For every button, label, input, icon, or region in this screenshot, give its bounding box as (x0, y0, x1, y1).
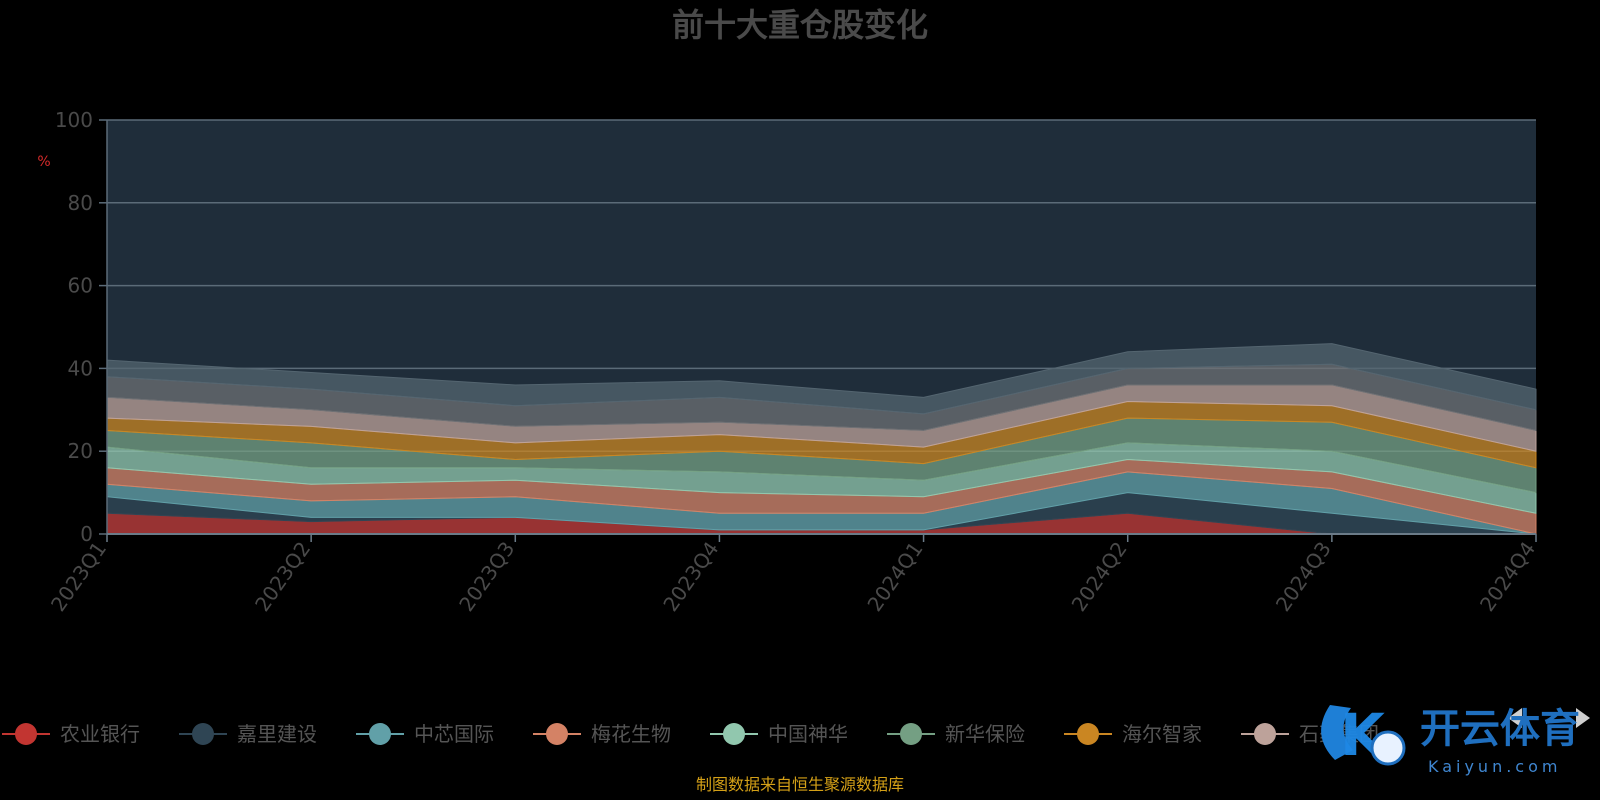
watermark: K 开云体育 Kaiyun.com (1321, 701, 1580, 776)
watermark-ball (1370, 730, 1406, 766)
x-tick-label: 2023Q1 (46, 537, 111, 616)
stacked-areas (106, 343, 1537, 535)
x-axis: 2023Q1 2023Q2 2023Q3 2023Q4 2024Q1 2024Q2 2024… (46, 533, 1540, 616)
x-tick-label: 2023Q4 (658, 537, 723, 616)
area-series (106, 343, 1537, 415)
x-tick-label: 2023Q2 (250, 537, 315, 616)
y-tick-label: 0 (80, 522, 93, 546)
legend-item[interactable]: 嘉里建设 (179, 722, 317, 746)
legend-label: 嘉里建设 (237, 722, 317, 746)
y-tick-label: 100 (55, 108, 93, 132)
legend-label: 中国神华 (768, 722, 848, 746)
legend-label: 中芯国际 (414, 722, 494, 746)
legend: 农业银行嘉里建设中芯国际梅花生物中国神华新华保险海尔智家石药集团 (2, 722, 1379, 746)
triangle-left-icon[interactable] (1508, 708, 1522, 728)
x-tick-label: 2024Q2 (1067, 537, 1132, 616)
legend-marker (369, 723, 391, 745)
legend-label: 海尔智家 (1122, 722, 1202, 746)
legend-item[interactable]: 中芯国际 (356, 722, 494, 746)
legend-marker (900, 723, 922, 745)
legend-item[interactable]: 农业银行 (2, 722, 140, 746)
legend-marker (1254, 723, 1276, 745)
legend-item[interactable]: 新华保险 (887, 722, 1025, 746)
legend-item[interactable]: 中国神华 (710, 722, 848, 746)
source-note: 制图数据来自恒生聚源数据库 (696, 775, 904, 794)
y-tick-label: 20 (68, 439, 93, 463)
y-axis-unit: % (37, 154, 50, 170)
y-tick-label: 60 (68, 274, 93, 298)
watermark-logo (1321, 705, 1353, 760)
watermark-sub: Kaiyun.com (1428, 757, 1561, 776)
y-tick-label: 40 (68, 356, 93, 380)
y-axis: 0 20 40 60 80 100 (55, 108, 108, 546)
x-tick-label: 2023Q3 (454, 537, 519, 616)
x-tick-label: 2024Q3 (1271, 537, 1336, 616)
legend-page-prev[interactable] (1508, 708, 1522, 728)
triangle-right-icon[interactable] (1576, 708, 1590, 728)
legend-marker (723, 723, 745, 745)
x-tick-label: 2024Q4 (1475, 537, 1540, 616)
x-tick-label: 2024Q1 (862, 537, 927, 616)
legend-page-next[interactable] (1576, 708, 1590, 728)
chart-title: 前十大重仓股变化 (672, 6, 928, 44)
legend-marker (15, 723, 37, 745)
legend-item[interactable]: 梅花生物 (533, 722, 671, 746)
legend-label: 梅花生物 (591, 722, 671, 746)
y-tick-label: 80 (68, 191, 93, 215)
legend-marker (546, 723, 568, 745)
watermark-brand: 开云体育 (1420, 706, 1580, 752)
legend-marker (1077, 723, 1099, 745)
legend-label: 新华保险 (945, 722, 1025, 746)
legend-item[interactable]: 海尔智家 (1064, 722, 1202, 746)
legend-marker (192, 723, 214, 745)
legend-label: 农业银行 (60, 722, 140, 746)
